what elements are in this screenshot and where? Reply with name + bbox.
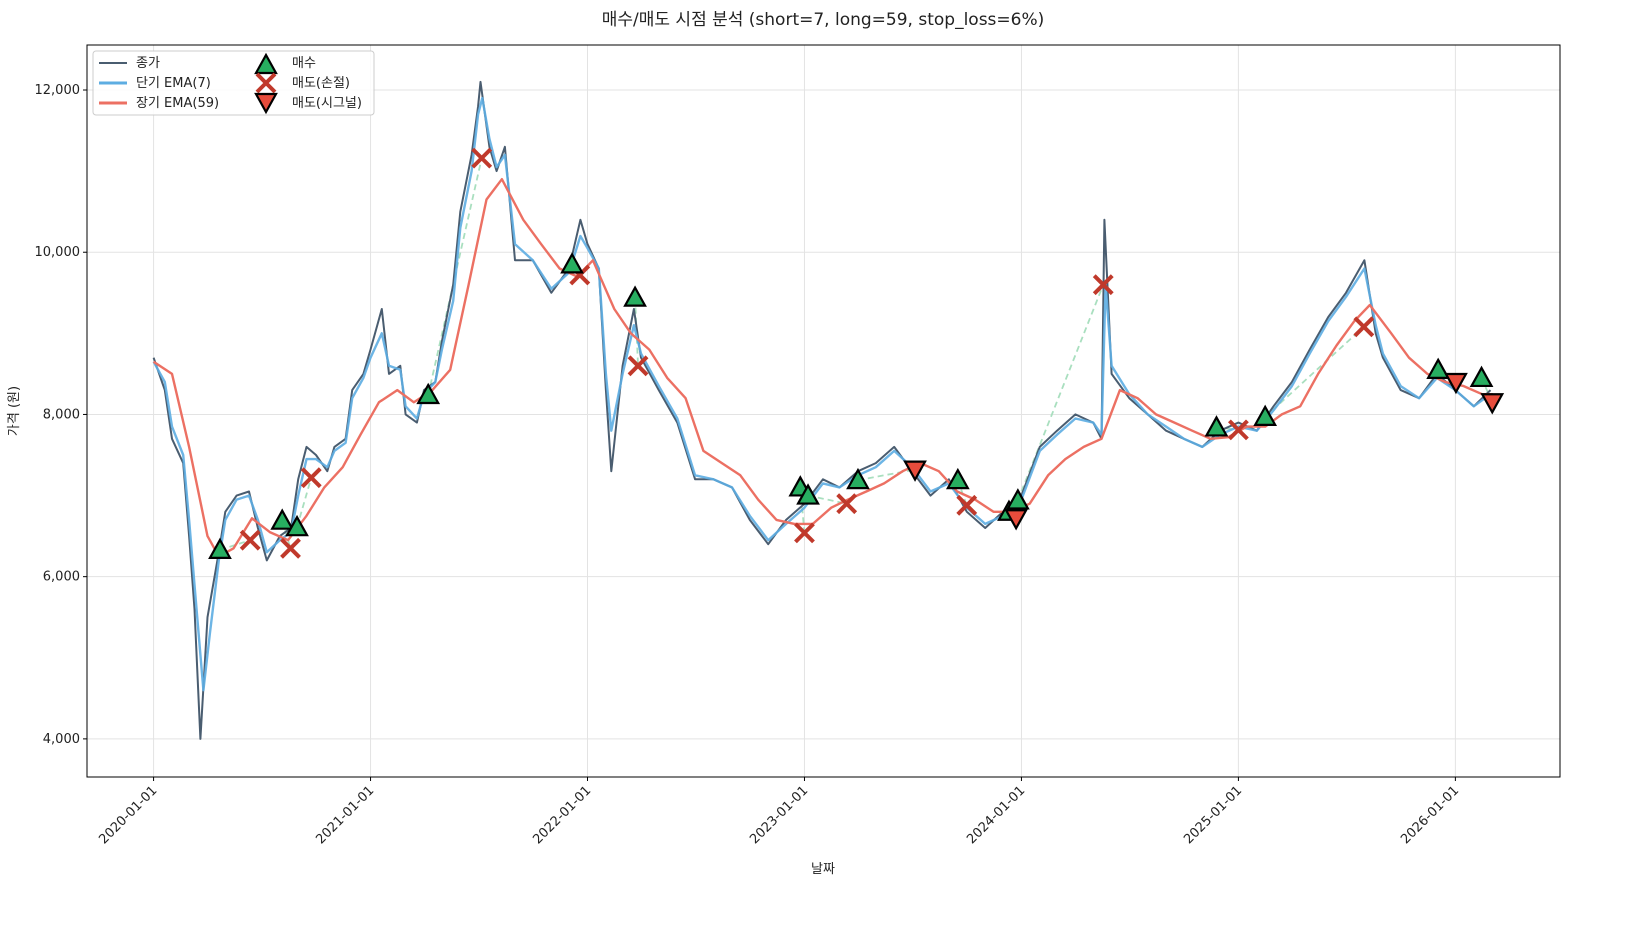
- x-tick-label: 2026-01-01: [1398, 783, 1462, 847]
- trade-line: [296, 477, 313, 528]
- x-tick-label: 2020-01-01: [96, 783, 160, 847]
- x-tick-label: 2023-01-01: [747, 783, 811, 847]
- stop-loss-marker: [1092, 274, 1114, 296]
- y-axis-label: 가격 (원): [7, 386, 22, 436]
- gridlines: [87, 45, 1560, 777]
- long-ema-line: [152, 178, 1493, 558]
- y-tick-label: 12,000: [35, 83, 81, 98]
- signal-sell-marker: [1004, 509, 1028, 531]
- legend-label: 종가: [136, 56, 160, 71]
- stop-loss-marker: [1353, 316, 1375, 338]
- x-tick-label: 2022-01-01: [530, 783, 594, 847]
- signal-sell-marker: [1444, 372, 1468, 395]
- buy-marker: [623, 285, 647, 307]
- buy-marker: [796, 483, 820, 505]
- buy-marker: [208, 537, 232, 559]
- signal-sell-marker: [1480, 393, 1505, 415]
- signal-sell-marker: [903, 460, 927, 482]
- buy-marker: [560, 252, 584, 274]
- y-tick-label: 8,000: [43, 407, 80, 422]
- buy-marker: [945, 467, 970, 490]
- legend-stop-loss-icon: [255, 72, 277, 94]
- y-axis: 4,000 6,000 8,000 10,000 12,000: [35, 83, 87, 747]
- legend-label: 장기 EMA(59): [136, 96, 219, 111]
- stop-loss-marker: [471, 147, 493, 169]
- trade-lines: [219, 157, 1494, 551]
- x-tick-label: 2025-01-01: [1181, 783, 1245, 847]
- legend-label: 매수: [292, 56, 316, 71]
- buy-marker: [1469, 365, 1494, 388]
- buy-marker: [846, 467, 870, 490]
- legend-label: 단기 EMA(7): [136, 76, 211, 91]
- legend-label: 매도(시그널): [292, 96, 362, 111]
- y-tick-label: 10,000: [35, 245, 81, 260]
- legend-signal-sell-icon: [254, 92, 278, 115]
- stop-loss-marker: [1227, 419, 1249, 441]
- y-tick-label: 4,000: [43, 732, 80, 747]
- plot-frame: [86, 44, 1561, 778]
- x-axis-label: 날짜: [811, 862, 835, 877]
- stop-loss-marker: [794, 522, 815, 544]
- stop-loss-marker: [239, 529, 261, 551]
- stop-loss-marker: [300, 467, 322, 489]
- buy-marker: [416, 382, 441, 405]
- short-ema-line: [152, 96, 1492, 692]
- buy-marker: [1204, 415, 1229, 437]
- stop-loss-marker: [956, 494, 978, 516]
- signal-markers: [208, 147, 1505, 559]
- buy-marker: [1006, 488, 1030, 510]
- x-tick-label: 2021-01-01: [313, 783, 377, 847]
- legend-label: 매도(손절): [292, 76, 350, 91]
- buy-marker: [285, 514, 309, 537]
- trade-line: [1017, 284, 1105, 501]
- stop-loss-marker: [627, 355, 649, 377]
- legend-buy-icon: [254, 52, 278, 75]
- stop-loss-marker: [280, 537, 301, 559]
- trade-line: [1264, 326, 1365, 418]
- buy-marker: [1426, 357, 1451, 379]
- buy-marker: [270, 508, 295, 530]
- series-lines: [152, 80, 1493, 740]
- x-tick-label: 2024-01-01: [964, 783, 1028, 847]
- stop-loss-marker: [836, 493, 858, 515]
- y-tick-label: 6,000: [43, 570, 80, 585]
- x-axis: 2020-01-01 2021-01-01 2022-01-01 2023-01-01…: [96, 777, 1462, 847]
- buy-marker: [1253, 404, 1278, 426]
- chart-title: 매수/매도 시점 분석 (short=7, long=59, stop_loss…: [602, 10, 1045, 30]
